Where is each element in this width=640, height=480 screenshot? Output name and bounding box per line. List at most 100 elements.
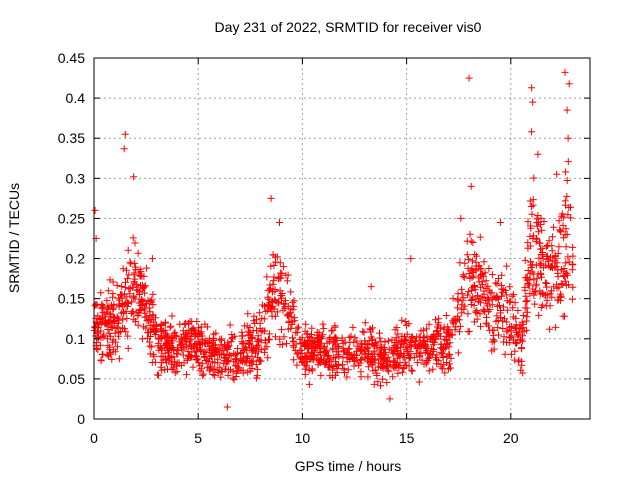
data-point <box>471 286 479 294</box>
data-point <box>233 362 241 370</box>
data-point <box>401 333 408 341</box>
data-point <box>359 327 367 335</box>
data-point <box>355 345 363 353</box>
data-point <box>500 303 507 311</box>
data-point <box>198 360 206 368</box>
data-point <box>429 365 437 373</box>
data-point <box>345 345 353 353</box>
data-point <box>339 361 346 369</box>
data-point <box>510 291 518 299</box>
data-point <box>191 348 199 356</box>
data-point <box>126 258 134 266</box>
data-point <box>279 306 287 314</box>
data-point <box>253 316 260 324</box>
data-point <box>523 313 531 321</box>
data-point <box>400 353 408 361</box>
data-point <box>548 293 556 301</box>
data-point <box>376 355 384 363</box>
data-point <box>415 378 423 386</box>
data-point <box>512 324 519 332</box>
data-point <box>537 245 544 253</box>
data-point <box>504 326 512 334</box>
data-point <box>405 362 413 370</box>
data-point <box>413 359 421 367</box>
data-point <box>261 302 268 310</box>
x-tick-label: 10 <box>295 430 311 446</box>
data-point <box>333 365 341 373</box>
data-point <box>485 265 493 272</box>
data-point <box>390 347 398 355</box>
data-point <box>120 145 128 153</box>
data-point <box>364 363 372 371</box>
data-point <box>270 262 278 269</box>
data-point <box>550 223 558 231</box>
data-point <box>186 318 194 326</box>
data-point <box>109 278 117 286</box>
data-point <box>104 352 112 360</box>
data-point <box>379 375 387 383</box>
data-point <box>96 315 104 323</box>
data-point <box>146 342 154 350</box>
data-point <box>524 267 532 274</box>
data-point <box>253 365 261 373</box>
plot-frame <box>93 57 591 420</box>
data-point <box>208 350 216 358</box>
data-point <box>367 355 375 363</box>
data-point <box>96 341 104 349</box>
data-point <box>509 304 517 312</box>
data-point <box>174 350 182 358</box>
data-point <box>115 355 123 363</box>
data-point <box>407 255 415 263</box>
data-point <box>441 344 449 352</box>
data-point <box>139 297 147 305</box>
data-point <box>476 310 484 318</box>
data-point <box>488 289 496 297</box>
data-point <box>544 252 551 260</box>
data-point <box>197 346 204 354</box>
y-axis-label: SRMTID / TECUs <box>6 183 22 293</box>
data-point <box>314 335 321 343</box>
data-point <box>252 361 260 368</box>
data-point <box>510 324 518 332</box>
data-point <box>437 361 445 369</box>
data-point <box>361 346 369 353</box>
data-point <box>289 334 296 342</box>
data-point <box>255 338 263 346</box>
data-point <box>187 353 195 361</box>
data-point <box>508 350 515 358</box>
data-point <box>512 340 520 348</box>
data-point <box>477 265 485 273</box>
data-point <box>137 302 145 309</box>
data-point <box>262 336 269 344</box>
data-point <box>394 369 402 377</box>
data-point <box>157 321 165 329</box>
data-point <box>447 354 455 362</box>
data-point <box>197 330 205 338</box>
data-point <box>384 337 392 345</box>
data-point <box>527 264 535 271</box>
data-point <box>464 310 472 318</box>
data-point <box>109 293 117 301</box>
data-point <box>267 262 275 270</box>
data-point <box>117 291 125 299</box>
data-point <box>341 369 348 376</box>
data-point <box>493 312 501 320</box>
data-point <box>330 338 338 346</box>
data-point <box>255 356 263 364</box>
data-point <box>467 301 475 308</box>
data-point <box>556 297 564 305</box>
data-point <box>484 302 491 310</box>
data-point <box>214 367 222 375</box>
data-point <box>296 347 304 354</box>
data-point <box>385 367 393 375</box>
data-point <box>528 210 536 218</box>
data-point <box>551 253 559 260</box>
data-point <box>302 320 310 328</box>
data-point <box>374 378 382 386</box>
data-point <box>163 339 171 347</box>
data-point <box>148 343 156 351</box>
data-point <box>221 354 229 362</box>
data-point <box>405 320 413 328</box>
data-point <box>518 344 525 352</box>
data-point <box>149 312 157 320</box>
